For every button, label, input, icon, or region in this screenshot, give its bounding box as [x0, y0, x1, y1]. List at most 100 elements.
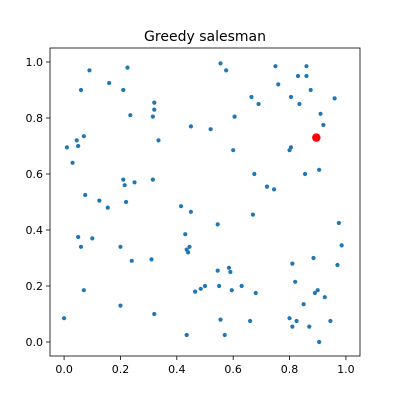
data-point: [118, 244, 123, 249]
data-point: [97, 198, 102, 203]
x-tick-label: 0.0: [55, 363, 73, 376]
data-point: [253, 290, 258, 296]
y-tick-label: 0.6: [26, 168, 44, 181]
y-tick-label: 0.8: [26, 112, 44, 125]
data-point: [218, 61, 223, 66]
data-point: [188, 124, 194, 129]
data-point: [132, 180, 137, 185]
x-tick-label: 0.2: [112, 363, 130, 376]
data-point: [125, 65, 130, 70]
data-point: [208, 127, 213, 132]
data-point: [87, 68, 92, 73]
data-point: [81, 134, 86, 139]
axes-frame: [49, 47, 361, 357]
x-tick-label: 0.4: [168, 363, 186, 376]
data-point: [328, 318, 333, 324]
data-point: [193, 289, 198, 294]
data-point: [149, 257, 154, 262]
data-point: [336, 220, 341, 226]
data-point: [250, 212, 256, 217]
data-point: [312, 290, 318, 296]
data-point: [290, 261, 295, 266]
data-point: [287, 316, 292, 321]
data-point: [202, 283, 208, 289]
data-point: [152, 107, 157, 112]
data-point: [218, 317, 223, 322]
data-point: [78, 87, 84, 93]
data-point: [185, 250, 191, 255]
data-point: [70, 160, 75, 165]
data-point: [288, 94, 294, 100]
data-point: [156, 138, 161, 143]
data-point: [293, 279, 298, 284]
plot-area: [61, 61, 344, 345]
data-point: [215, 222, 220, 227]
y-tick-label: 0.0: [26, 336, 44, 349]
data-point: [304, 73, 309, 79]
data-point: [74, 138, 79, 143]
data-point: [229, 288, 234, 293]
data-point: [183, 232, 188, 237]
data-point: [122, 183, 127, 188]
x-tick-label: 1.0: [337, 363, 355, 376]
data-point: [121, 87, 126, 93]
data-point: [64, 145, 70, 150]
data-point: [301, 302, 306, 307]
data-point: [295, 73, 301, 79]
data-point: [239, 283, 244, 289]
data-point: [83, 192, 88, 198]
data-point: [178, 204, 184, 209]
data-point: [128, 113, 133, 118]
data-point: [335, 262, 340, 268]
data-point: [332, 96, 337, 101]
data-point: [81, 288, 86, 293]
data-point: [216, 283, 222, 289]
data-point: [264, 184, 270, 189]
data-point: [290, 324, 295, 329]
data-point: [76, 143, 81, 149]
data-point: [121, 177, 126, 182]
y-tick-label: 0.4: [26, 224, 44, 237]
data-point: [107, 80, 112, 86]
data-point: [61, 316, 67, 321]
data-point: [215, 268, 220, 273]
data-point: [105, 205, 110, 210]
x-tick-label: 0.8: [281, 363, 299, 376]
axes: 0.0 0.2 0.4 0.6 0.8 1.0 0.0 0.2 0.4 0.6 0.8 1.0: [26, 56, 355, 376]
data-point: [311, 255, 316, 261]
data-point: [152, 100, 157, 105]
data-point: [150, 114, 155, 119]
data-point: [118, 303, 123, 308]
chart-title: Greedy salesman: [144, 29, 266, 45]
data-point: [226, 265, 232, 270]
data-point: [318, 111, 323, 116]
data-point: [90, 236, 95, 241]
data-point: [150, 177, 155, 182]
data-point: [271, 187, 277, 192]
data-point: [232, 114, 237, 119]
data-point: [273, 64, 278, 69]
data-point: [247, 318, 253, 324]
data-point: [304, 64, 309, 69]
data-point: [249, 94, 254, 100]
data-point: [308, 87, 313, 93]
data-point: [152, 311, 157, 317]
data-point: [252, 171, 257, 177]
data-point: [302, 171, 308, 177]
data-point: [188, 209, 194, 214]
data-point: [231, 148, 236, 153]
data-point: [187, 244, 192, 249]
data-point: [322, 295, 327, 300]
data-point: [224, 68, 229, 73]
x-tick-label: 0.6: [224, 363, 242, 376]
data-point: [288, 145, 294, 150]
data-point: [339, 243, 344, 248]
y-tick-label: 0.2: [26, 280, 44, 293]
data-point: [222, 332, 227, 338]
data-point: [76, 234, 81, 240]
data-point: [228, 269, 233, 275]
data-point: [317, 167, 322, 172]
data-point: [276, 82, 281, 87]
